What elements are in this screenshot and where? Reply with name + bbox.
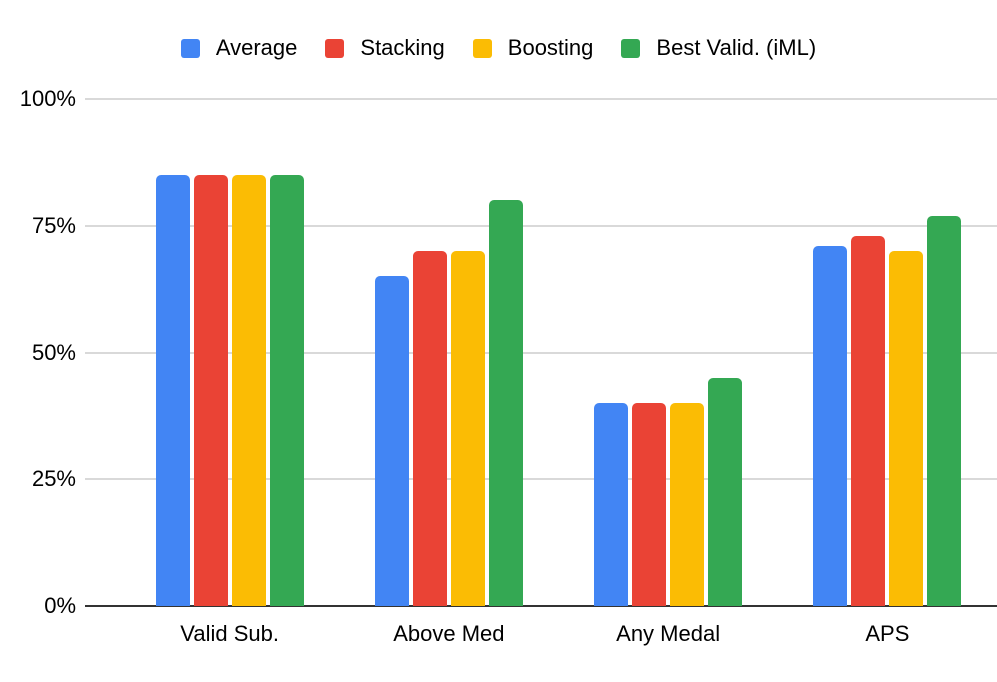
bar-groups-layer [120,99,997,606]
legend-label: Average [215,35,298,60]
bar-boosting-aps[interactable] [889,251,924,606]
x-axis-labels: Valid Sub. Above Med Any Medal APS [120,621,997,647]
bar-stacking-aps[interactable] [851,235,886,606]
bar-best-valid-iml-any-medal[interactable] [708,377,743,606]
legend-item-boosting[interactable]: Boosting [472,35,594,60]
bar-boosting-valid-sub[interactable] [231,175,266,606]
bar-group-above-med [339,99,558,606]
x-tick-label-any-medal: Any Medal [616,621,721,646]
bar-stacking-any-medal[interactable] [632,403,667,606]
gridline-50 [85,351,997,354]
bar-group-valid-sub [120,99,339,606]
gridline-100 [85,98,997,100]
legend-swatch-icon [180,38,200,58]
bar-average-any-medal[interactable] [594,403,629,606]
legend-label: Stacking [360,35,445,60]
bar-best-valid-iml-aps[interactable] [927,215,962,606]
legend-label: Boosting [507,35,594,60]
y-tick-label-75: 75% [31,212,76,238]
bar-stacking-valid-sub[interactable] [193,175,228,606]
gridline-75 [85,224,997,227]
bar-boosting-any-medal[interactable] [670,403,705,606]
chart-legend: Average Stacking Boosting Best Valid. (iML) [0,37,997,59]
bar-average-valid-sub[interactable] [155,175,190,606]
legend-item-average[interactable]: Average [180,35,298,60]
legend-item-best-valid-iml[interactable]: Best Valid. (iML) [621,37,816,59]
bar-average-aps[interactable] [813,246,848,606]
x-tick-label-aps: APS [865,621,910,646]
bar-stacking-above-med[interactable] [412,251,447,606]
x-axis-line [85,605,997,607]
x-tick-label-above-med: Above Med [393,621,505,646]
y-tick-label-0: 0% [44,593,76,618]
legend-label: Best Valid. (iML) [656,35,817,60]
bar-average-above-med[interactable] [374,276,409,606]
bar-group-aps [778,99,997,606]
y-axis-labels: 0% 25% 50% 75% 100% [0,86,76,618]
legend-swatch-icon [621,38,641,58]
bar-best-valid-iml-valid-sub[interactable] [269,175,304,606]
y-tick-label-25: 25% [31,466,76,492]
bar-boosting-above-med[interactable] [450,251,485,606]
gridline-25 [85,478,997,481]
x-tick-label-valid-sub: Valid Sub. [180,621,279,646]
legend-item-stacking[interactable]: Stacking [325,35,445,60]
bar-group-any-medal [559,99,778,606]
y-tick-label-50: 50% [31,339,76,365]
legend-swatch-icon [325,38,345,58]
legend-swatch-icon [472,38,492,58]
gridlines-layer [85,98,997,607]
bar-best-valid-iml-above-med[interactable] [488,200,523,606]
y-tick-label-100: 100% [19,86,76,111]
